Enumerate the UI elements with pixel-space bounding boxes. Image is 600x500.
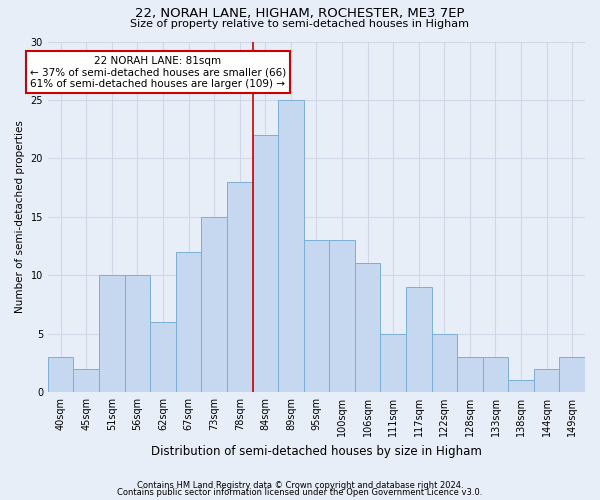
Bar (227, 182, 253, 392)
Text: 22 NORAH LANE: 81sqm
← 37% of semi-detached houses are smaller (66)
61% of semi-: 22 NORAH LANE: 81sqm ← 37% of semi-detac… (30, 56, 286, 88)
Bar (278, 100, 304, 392)
Bar (508, 380, 534, 392)
Bar (559, 357, 585, 392)
Bar (534, 368, 559, 392)
Bar (304, 240, 329, 392)
Y-axis label: Number of semi-detached properties: Number of semi-detached properties (15, 120, 25, 313)
Bar (431, 334, 457, 392)
Bar (176, 252, 202, 392)
Bar (380, 334, 406, 392)
Bar (99, 275, 125, 392)
X-axis label: Distribution of semi-detached houses by size in Higham: Distribution of semi-detached houses by … (151, 444, 482, 458)
Bar (482, 357, 508, 392)
Text: Size of property relative to semi-detached houses in Higham: Size of property relative to semi-detach… (131, 19, 470, 29)
Bar (253, 135, 278, 392)
Bar (150, 322, 176, 392)
Bar (329, 240, 355, 392)
Text: 22, NORAH LANE, HIGHAM, ROCHESTER, ME3 7EP: 22, NORAH LANE, HIGHAM, ROCHESTER, ME3 7… (135, 8, 465, 20)
Bar (202, 216, 227, 392)
Bar (406, 287, 431, 392)
Bar (457, 357, 482, 392)
Bar (48, 357, 73, 392)
Bar (73, 368, 99, 392)
Bar (355, 264, 380, 392)
Text: Contains HM Land Registry data © Crown copyright and database right 2024.: Contains HM Land Registry data © Crown c… (137, 481, 463, 490)
Text: Contains public sector information licensed under the Open Government Licence v3: Contains public sector information licen… (118, 488, 482, 497)
Bar (125, 275, 150, 392)
